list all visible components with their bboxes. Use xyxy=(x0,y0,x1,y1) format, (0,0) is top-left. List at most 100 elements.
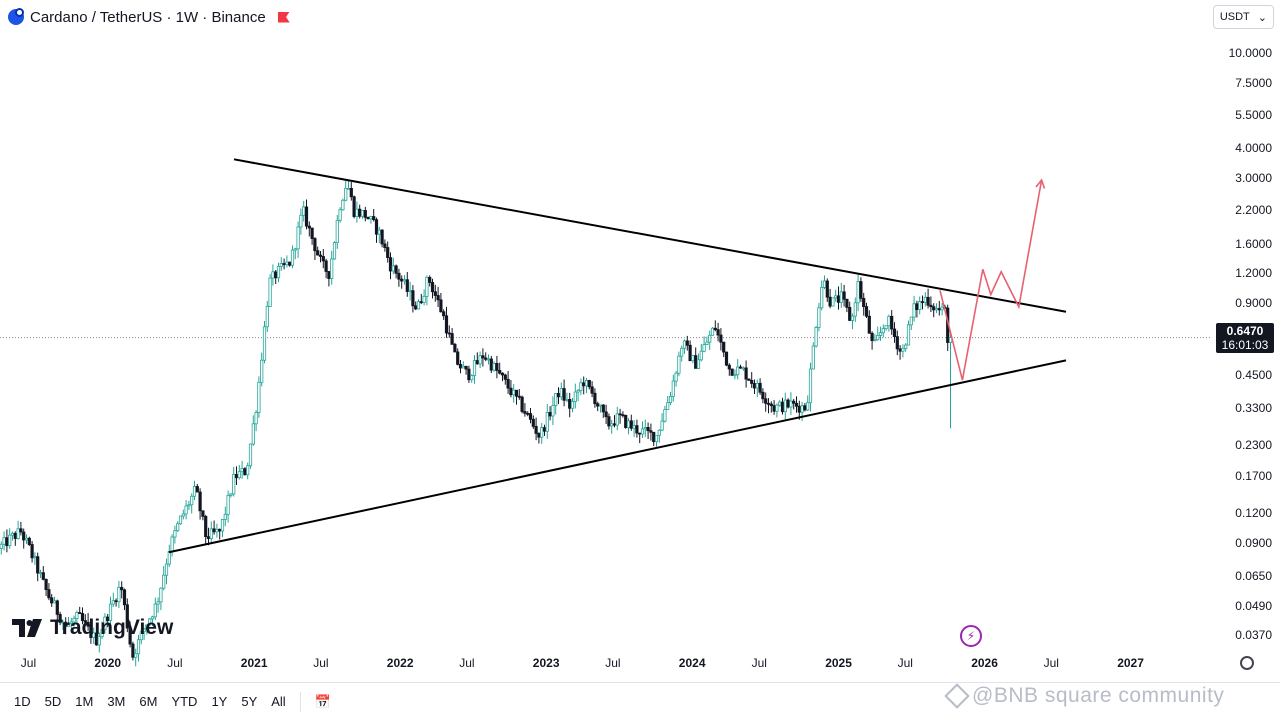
y-tick-label: 7.5000 xyxy=(1235,76,1272,91)
candle-body xyxy=(86,621,90,627)
candle-body xyxy=(682,340,687,349)
candle-body xyxy=(30,544,34,559)
symbol-header[interactable]: Cardano / TetherUS · 1W · Binance xyxy=(8,6,290,28)
candle-body xyxy=(542,427,547,432)
candle-body xyxy=(752,383,757,389)
settings-gear-icon[interactable] xyxy=(1240,656,1254,670)
candle-body xyxy=(876,335,880,341)
y-tick-label: 0.0490 xyxy=(1235,598,1272,613)
candle-body xyxy=(190,495,194,506)
y-tick-label: 0.0900 xyxy=(1235,535,1272,550)
candle-body xyxy=(744,367,748,380)
candle-body xyxy=(335,219,339,244)
candle-body xyxy=(386,247,390,258)
candle-body xyxy=(27,537,31,545)
candle-body xyxy=(778,401,782,406)
candle-body xyxy=(150,616,155,620)
candle-body xyxy=(234,474,239,479)
calendar-range-icon[interactable]: 📅 xyxy=(314,693,331,709)
candle-body xyxy=(786,399,790,408)
timeframe-button-1m[interactable]: 1M xyxy=(75,694,94,709)
timeframe-button-ytd[interactable]: YTD xyxy=(171,694,198,709)
candle-body xyxy=(352,196,356,217)
candle-body xyxy=(845,298,849,308)
candle-body xyxy=(209,528,213,539)
candle-body xyxy=(545,411,549,432)
y-tick-label: 2.2000 xyxy=(1235,203,1272,218)
timeframe-button-1y[interactable]: 1Y xyxy=(211,694,228,709)
candle-body xyxy=(374,219,379,235)
candle-body xyxy=(290,249,295,266)
candle-body xyxy=(568,399,572,409)
candle-body xyxy=(134,653,138,658)
candle-body xyxy=(456,351,460,365)
candle-body xyxy=(716,329,720,336)
symbol-title: Cardano / TetherUS · 1W · Binance xyxy=(30,8,266,26)
timeframe-button-3m[interactable]: 3M xyxy=(107,694,126,709)
candle-body xyxy=(685,340,689,346)
currency-selector[interactable]: USDT ⌄ xyxy=(1212,5,1274,29)
candle-body xyxy=(156,601,160,605)
y-tick-label: 4.0000 xyxy=(1235,141,1272,156)
candle-body xyxy=(114,600,118,603)
candle-body xyxy=(464,365,468,370)
red-flag-icon[interactable] xyxy=(277,11,290,23)
candle-body xyxy=(624,415,628,428)
x-tick-label: Jul xyxy=(167,656,183,670)
candle-body xyxy=(848,306,852,321)
candle-body xyxy=(705,341,709,346)
candle-body xyxy=(55,600,59,615)
candle-body xyxy=(268,277,272,307)
candle-body xyxy=(632,425,636,429)
candle-body xyxy=(820,287,824,309)
y-tick-label: 0.1700 xyxy=(1235,469,1272,484)
lightning-icon[interactable]: ⚡ xyxy=(960,625,982,647)
candle-body xyxy=(803,405,807,411)
candle-body xyxy=(47,589,51,599)
candle-body xyxy=(178,515,183,525)
candle-body xyxy=(428,277,432,283)
candle-body xyxy=(162,574,166,589)
candle-body xyxy=(517,395,521,398)
candle-body xyxy=(377,229,381,235)
candle-body xyxy=(128,627,132,645)
candle-body xyxy=(400,278,404,282)
candle-body xyxy=(430,282,435,293)
candle-body xyxy=(461,365,465,369)
candle-body xyxy=(800,405,804,413)
y-tick-label: 0.9000 xyxy=(1235,296,1272,311)
candle-body xyxy=(904,344,908,349)
candle-body xyxy=(724,351,729,366)
candle-body xyxy=(750,380,754,384)
candle-body xyxy=(223,513,227,520)
candle-body xyxy=(173,530,177,538)
candle-body xyxy=(520,396,524,412)
candle-body xyxy=(240,468,244,473)
timeframe-button-5d[interactable]: 5D xyxy=(44,694,62,709)
candle-body xyxy=(495,363,499,371)
tradingview-logo[interactable]: TradingView xyxy=(12,616,173,640)
candle-body xyxy=(828,296,832,307)
timeframe-button-6m[interactable]: 6M xyxy=(139,694,158,709)
candle-body xyxy=(856,281,860,304)
candle-body xyxy=(142,628,146,633)
timeframe-button-all[interactable]: All xyxy=(271,694,286,709)
candle-body xyxy=(775,404,779,412)
candle-body xyxy=(358,208,362,217)
candle-body xyxy=(467,368,471,381)
timeframe-button-5y[interactable]: 5Y xyxy=(241,694,258,709)
candle-body xyxy=(512,389,516,396)
candle-body xyxy=(204,516,208,538)
candle-body xyxy=(232,474,236,495)
y-tick-label: 1.2000 xyxy=(1235,266,1272,281)
candle-body xyxy=(201,510,205,517)
candle-body xyxy=(792,400,796,404)
timeframe-button-1d[interactable]: 1D xyxy=(14,694,31,709)
candle-body xyxy=(834,295,838,299)
x-tick-label: 2027 xyxy=(1117,656,1144,670)
candle-body xyxy=(540,427,544,438)
candle-body xyxy=(570,401,575,409)
x-tick-label: Jul xyxy=(1043,656,1059,670)
candle-body xyxy=(825,280,829,298)
